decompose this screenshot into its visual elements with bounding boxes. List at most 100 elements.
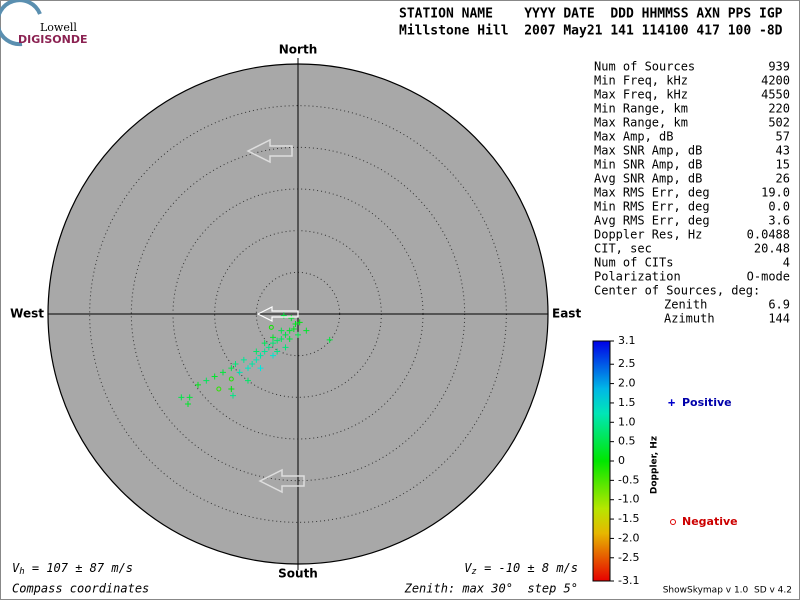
colorbar [592, 340, 611, 582]
source-point [286, 336, 293, 342]
center-value: 6.9 [768, 298, 790, 312]
header-line: Millstone Hill 2007 May21 141 114100 417… [399, 24, 783, 39]
source-point [278, 336, 285, 342]
source-point [286, 327, 293, 334]
stat-label: Min Range, km [594, 102, 688, 116]
center-label: Azimuth [664, 312, 715, 326]
stat-label: Max Amp, dB [594, 130, 673, 144]
source-point [274, 337, 281, 344]
logo-bottom: DIGISONDE [18, 33, 87, 46]
source-point [257, 365, 264, 372]
stat-label: CIT, sec [594, 242, 652, 256]
legend-label: Negative [682, 515, 738, 528]
source-point [220, 369, 226, 376]
source-point [261, 340, 268, 347]
source-point [228, 376, 234, 382]
colorbar-tick-label: -3.1 [618, 574, 639, 587]
center-value: 144 [768, 312, 790, 326]
colorbar-tick-label: -2.0 [618, 531, 639, 544]
source-point [232, 361, 239, 367]
version: ShowSkymap v 1.0 SD v 4.2 [663, 586, 792, 596]
source-point [282, 331, 289, 338]
source-point [270, 352, 276, 359]
stat-label: Min SNR Amp, dB [594, 158, 702, 172]
colorbar-tick-label: 2.5 [618, 357, 636, 370]
stat-label: Avg RMS Err, deg [594, 214, 710, 228]
source-point [303, 327, 310, 334]
vz-sub: z [471, 567, 476, 577]
legend-symbol [670, 519, 676, 525]
stat-label: Max SNR Amp, dB [594, 144, 702, 158]
stat-value: 939 [768, 60, 790, 74]
vz-text: = -10 ± 8 m/s [477, 561, 578, 575]
stat-value: 15 [776, 158, 790, 172]
source-point [326, 336, 333, 343]
colorbar-tick-label: 0.5 [618, 435, 636, 448]
direction-label: North [279, 43, 317, 57]
source-point [261, 348, 268, 355]
vh-sub: h [19, 567, 24, 577]
stat-label: Polarization [594, 270, 681, 284]
stat-value: 4550 [761, 88, 790, 102]
source-point [295, 331, 301, 338]
stat-label: Num of CITs [594, 256, 673, 270]
source-point [178, 394, 185, 401]
source-point [228, 365, 235, 372]
stat-label: Max Range, km [594, 116, 688, 130]
source-point [185, 401, 191, 407]
source-point [274, 348, 281, 355]
vz-symbol: V [464, 561, 472, 575]
source-point [257, 352, 264, 359]
header-line: STATION NAME YYYY DATE DDD HHMMSS AXN PP… [399, 7, 783, 22]
source-point [296, 319, 303, 326]
source-point [280, 312, 287, 319]
source-point [216, 386, 222, 392]
source-point [278, 327, 285, 334]
colorbar-tick-label: 1.5 [618, 396, 636, 409]
stat-label: Max Freq, kHz [594, 88, 688, 102]
source-point [292, 321, 299, 327]
source-point [203, 377, 210, 384]
colorbar-tick-label: -0.5 [618, 473, 639, 486]
stat-value: 19.0 [761, 186, 790, 200]
source-point [211, 373, 218, 380]
colorbar-tick-label: -1.5 [618, 512, 639, 525]
source-point [240, 356, 247, 363]
stat-value: 20.48 [754, 242, 790, 256]
direction-label: East [552, 307, 581, 321]
source-point [282, 344, 289, 351]
vh: Vh = 107 ± 87 m/s [12, 561, 133, 577]
stat-value: 4 [783, 256, 790, 270]
logo-top: Lowell [40, 21, 77, 34]
logo-swoosh [0, 0, 42, 47]
stat-value: 4200 [761, 74, 790, 88]
colorbar-tick-label: -2.5 [618, 551, 639, 564]
source-point [249, 361, 256, 367]
stat-value: O-mode [747, 270, 790, 284]
source-point [245, 377, 251, 384]
direction-label: South [278, 567, 318, 581]
stat-label: Num of Sources [594, 60, 695, 74]
stat-label: Doppler Res, Hz [594, 228, 702, 242]
center-label: Zenith [664, 298, 707, 312]
source-point [236, 369, 243, 376]
stat-value: 43 [776, 144, 790, 158]
coords-note: Compass coordinates [12, 582, 149, 596]
source-point [270, 340, 276, 347]
source-point [270, 334, 276, 341]
vz: Vz = -10 ± 8 m/s [464, 561, 578, 577]
legend-label: Positive [682, 396, 732, 409]
direction-label: West [10, 307, 44, 321]
vh-text: = 107 ± 87 m/s [25, 561, 133, 575]
stat-label: Min RMS Err, deg [594, 200, 710, 214]
stat-label: Min Freq, kHz [594, 74, 688, 88]
colorbar-tick-label: 2.0 [618, 377, 636, 390]
stat-value: 502 [768, 116, 790, 130]
colorbar-tick-label: 1.0 [618, 415, 636, 428]
stat-value: 220 [768, 102, 790, 116]
legend-symbol: + [668, 396, 675, 410]
source-point [253, 356, 260, 363]
colorbar-tick-label: -1.0 [618, 493, 639, 506]
colorbar-tick-label: 0 [618, 454, 625, 467]
